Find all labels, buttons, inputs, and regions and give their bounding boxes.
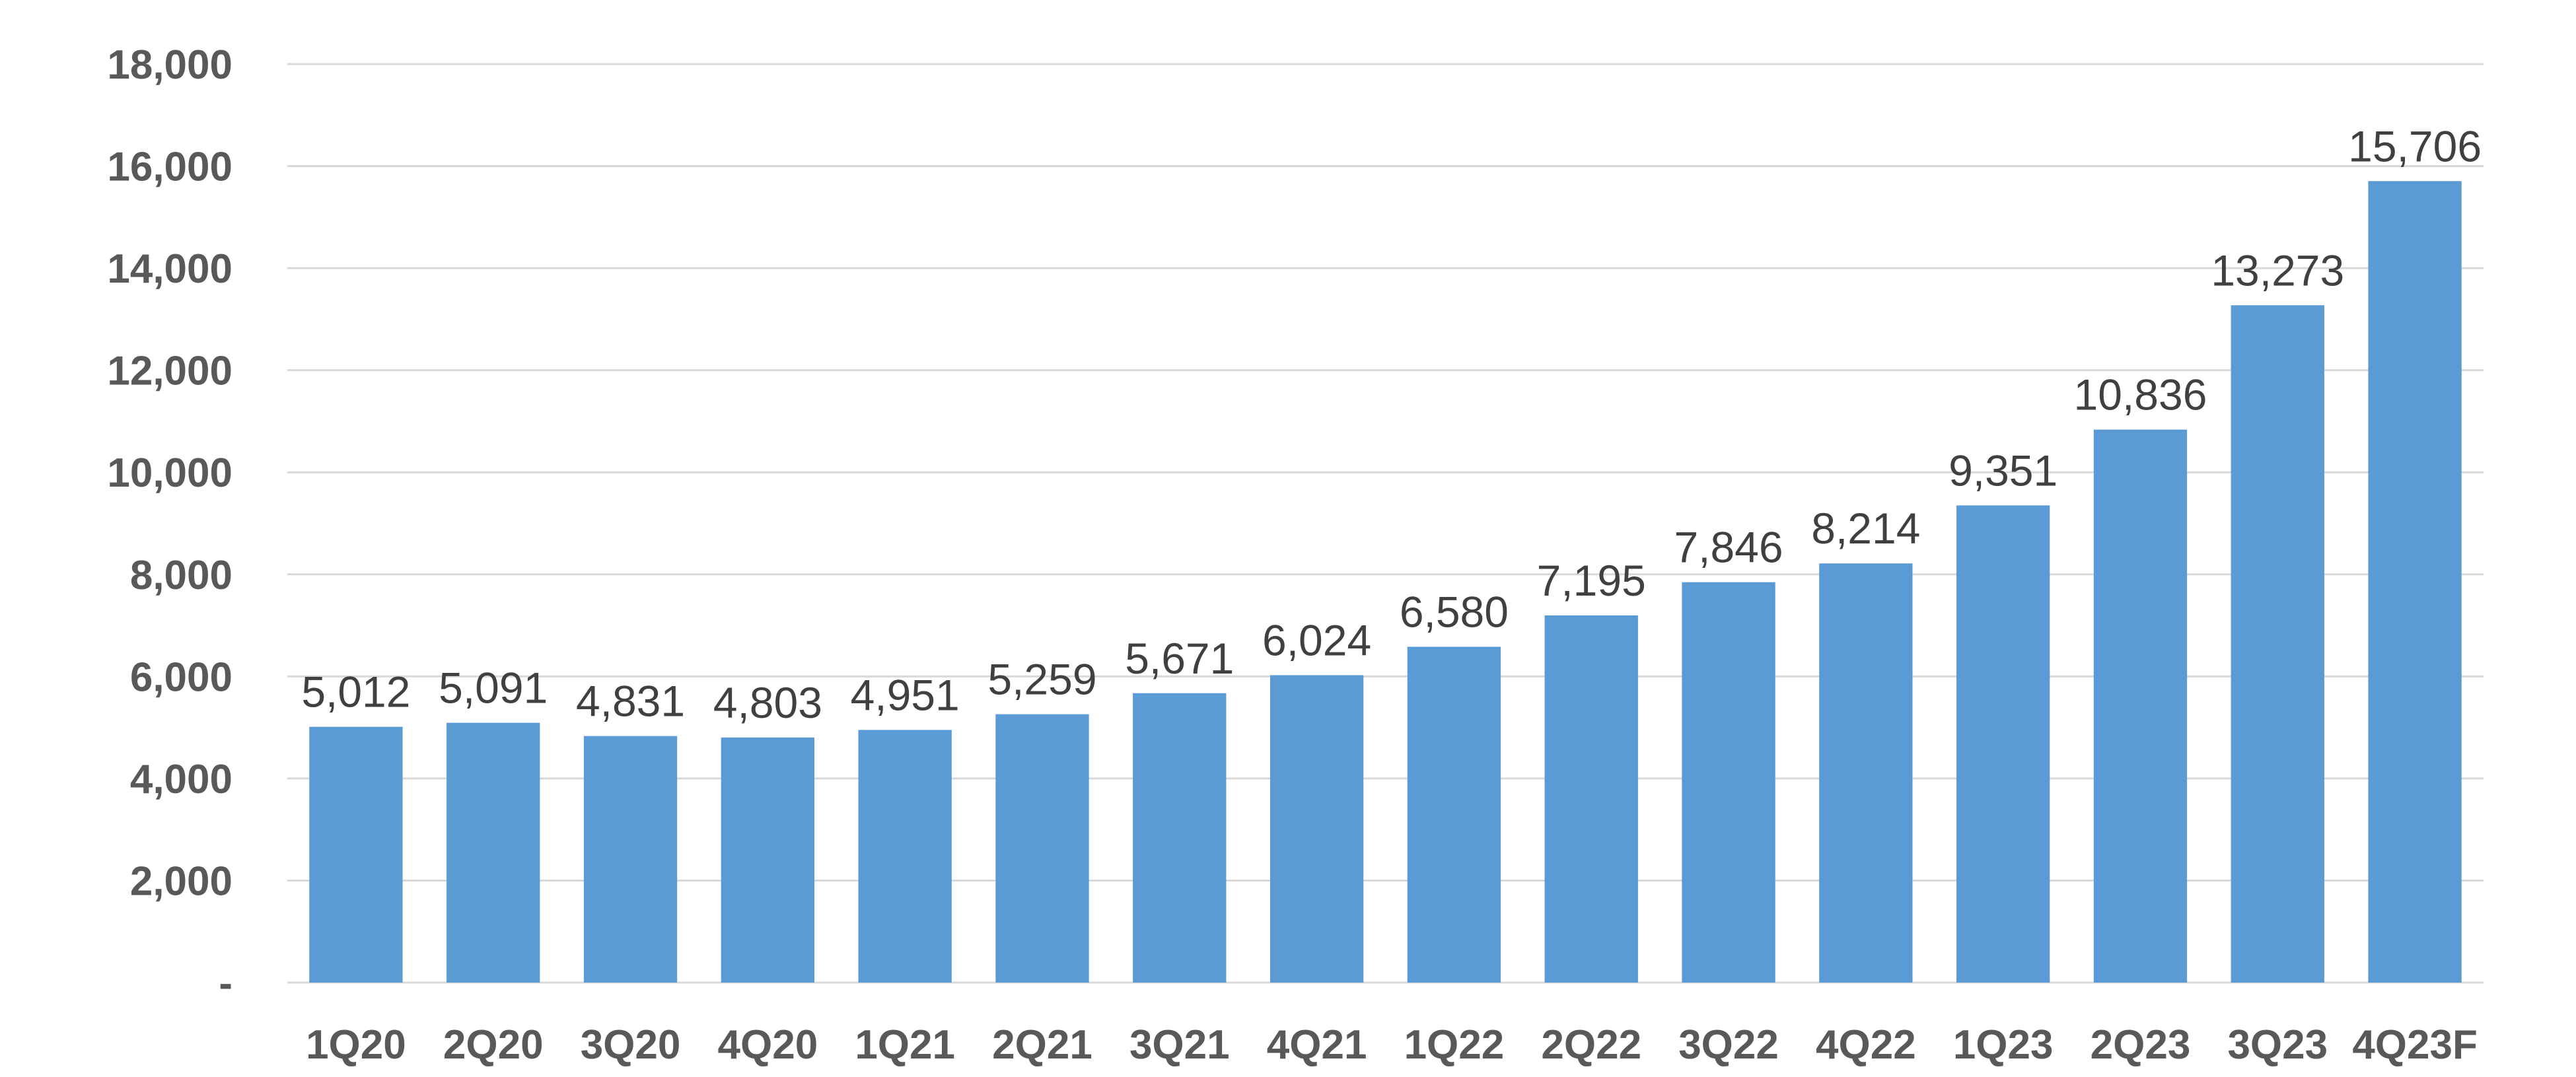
x-tick-label: 2Q21 (992, 1022, 1092, 1068)
data-label: 7,195 (1537, 556, 1646, 605)
y-axis-ticks: - 2,000 4,000 6,000 8,000 10,000 12,000 14,000 1… (107, 42, 233, 1006)
y-tick-label: 2,000 (130, 858, 233, 904)
bar-2q21 (995, 714, 1089, 983)
bar-3q20 (583, 736, 678, 983)
bar-3q21 (1133, 693, 1227, 983)
data-label: 5,012 (301, 668, 410, 716)
bar-1q20 (309, 726, 403, 983)
bars (309, 181, 2462, 983)
data-label: 10,836 (2074, 370, 2207, 419)
data-label: 13,273 (2211, 246, 2344, 295)
y-tick-label: 6,000 (130, 654, 233, 700)
x-tick-label: 1Q23 (1953, 1022, 2054, 1068)
x-tick-label: 1Q20 (306, 1022, 406, 1068)
data-label: 4,951 (851, 670, 960, 719)
x-tick-label: 2Q20 (443, 1022, 544, 1068)
y-tick-label: 14,000 (107, 246, 233, 292)
bar-4q21 (1270, 675, 1364, 983)
x-axis-ticks: 1Q20 2Q20 3Q20 4Q20 1Q21 2Q21 3Q21 4Q21 1Q22 2Q22… (306, 1022, 2478, 1068)
bar-3q22 (1682, 582, 1775, 983)
bar-1q22 (1407, 646, 1501, 983)
data-label: 6,580 (1400, 588, 1509, 637)
bar-2q22 (1544, 615, 1638, 983)
x-tick-label: 2Q23 (2091, 1022, 2191, 1068)
data-label: 15,706 (2348, 122, 2482, 170)
y-tick-label: 12,000 (107, 349, 233, 394)
data-label: 4,831 (576, 677, 685, 726)
x-tick-label: 2Q22 (1541, 1022, 1641, 1068)
y-tick-label: 10,000 (107, 450, 233, 496)
data-label: 5,091 (439, 664, 548, 712)
x-tick-label: 3Q20 (581, 1022, 681, 1068)
x-tick-label: 1Q22 (1404, 1022, 1505, 1068)
data-label: 7,846 (1674, 523, 1783, 572)
y-tick-label: 16,000 (107, 145, 233, 190)
x-tick-label: 3Q21 (1129, 1022, 1230, 1068)
data-label: 5,259 (987, 655, 1096, 704)
x-tick-label: 4Q22 (1816, 1022, 1916, 1068)
bar-2q20 (447, 722, 540, 983)
x-tick-label: 3Q22 (1678, 1022, 1779, 1068)
x-tick-label: 1Q21 (855, 1022, 955, 1068)
bar-3q23 (2231, 305, 2324, 983)
x-tick-label: 4Q21 (1267, 1022, 1367, 1068)
data-label: 5,671 (1125, 634, 1234, 683)
bar-4q20 (721, 737, 814, 983)
y-tick-label: - (219, 961, 233, 1006)
bar-1q23 (1956, 505, 2050, 983)
bar-2q23 (2093, 429, 2188, 983)
y-tick-label: 18,000 (107, 42, 233, 88)
data-label: 6,024 (1262, 615, 1371, 664)
data-label: 4,803 (713, 678, 822, 727)
data-label: 9,351 (1949, 446, 2057, 495)
bar-4q22 (1819, 563, 1913, 983)
bar-1q21 (858, 730, 952, 983)
x-tick-label: 4Q23F (2352, 1022, 2478, 1068)
bar-4q23f (2368, 181, 2462, 983)
x-tick-label: 3Q23 (2227, 1022, 2328, 1068)
y-tick-label: 8,000 (130, 553, 233, 598)
data-labels: 5,012 5,091 4,831 4,803 4,951 5,259 5,671 6,024… (301, 122, 2482, 727)
x-tick-label: 4Q20 (718, 1022, 818, 1068)
data-label: 8,214 (1811, 504, 1920, 553)
y-tick-label: 4,000 (130, 757, 233, 802)
